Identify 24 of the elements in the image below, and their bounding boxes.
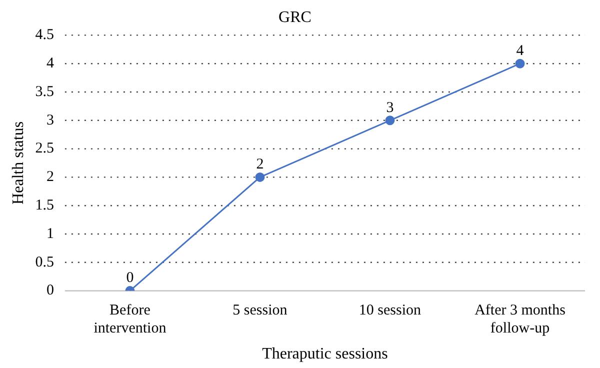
x-axis-title: Theraputic sessions xyxy=(262,346,388,363)
y-tick-label: 2.5 xyxy=(35,140,54,157)
point xyxy=(255,172,265,182)
y-tick-label: 3.5 xyxy=(35,84,54,100)
data-label: 2 xyxy=(256,156,264,173)
point xyxy=(515,58,525,68)
data-label: 4 xyxy=(516,43,524,60)
data-label: 3 xyxy=(386,100,394,116)
x-tick-label: Before intervention xyxy=(94,302,167,337)
x-tick-label: After 3 months follow-up xyxy=(474,302,566,337)
y-tick-label: 0 xyxy=(46,282,54,299)
y-axis-title: Health status xyxy=(10,121,27,205)
y-tick-label: 4 xyxy=(46,56,54,72)
chart-title: GRC xyxy=(278,8,312,26)
point xyxy=(385,116,395,126)
y-tick-label: 1.5 xyxy=(35,198,54,214)
y-tick-label: 2 xyxy=(46,169,54,186)
x-tick-label: 10 session xyxy=(358,302,422,319)
y-tick-label: 4.5 xyxy=(35,27,54,44)
y-tick-label: 3 xyxy=(46,112,54,128)
y-tick-label: 1 xyxy=(46,226,54,242)
x-tick-label: 5 session xyxy=(232,302,288,319)
y-tick-label: 0.5 xyxy=(35,254,54,270)
data-label: 0 xyxy=(126,270,134,286)
